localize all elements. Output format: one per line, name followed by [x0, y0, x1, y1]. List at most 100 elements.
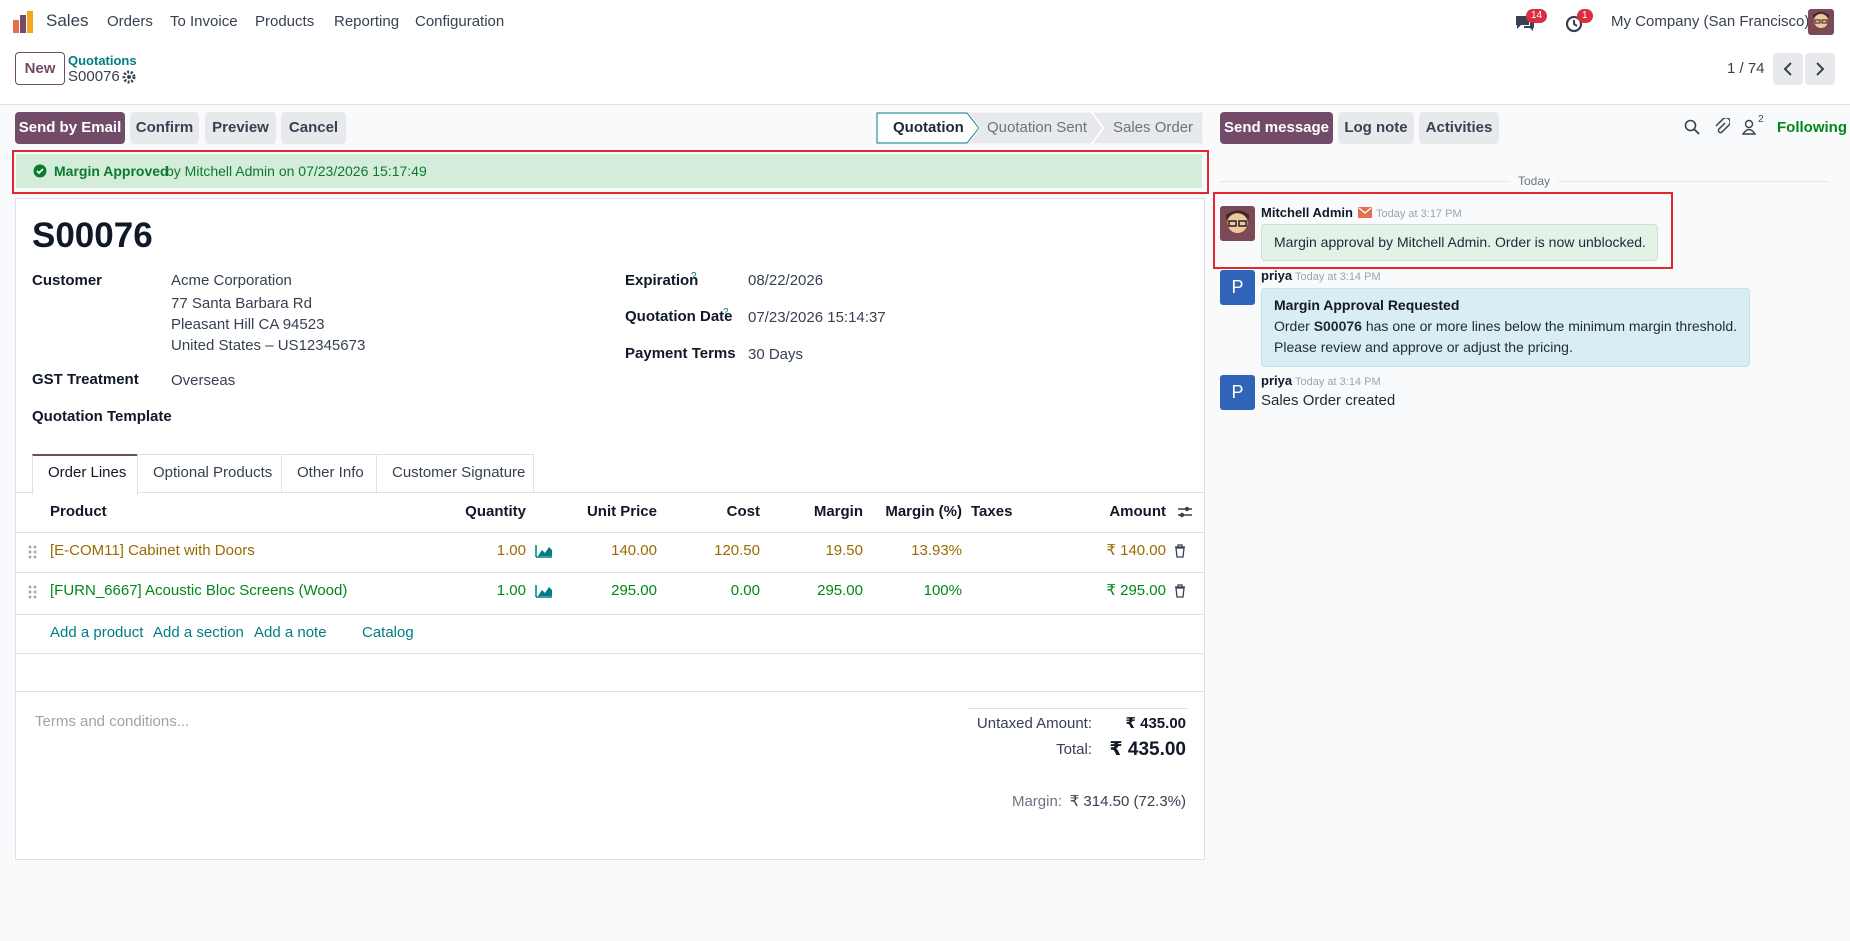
field-value[interactable]: 08/22/2026	[748, 272, 824, 289]
message-body: Margin approval by Mitchell Admin. Order…	[1274, 234, 1646, 250]
column-header[interactable]: Quantity	[465, 503, 526, 520]
margin-percent-cell: 100%	[923, 582, 962, 599]
field-value[interactable]: 07/23/2026 15:14:37	[748, 309, 886, 326]
drag-handle[interactable]	[28, 585, 38, 599]
terms-placeholder[interactable]: Terms and conditions...	[35, 713, 190, 730]
check-icon	[33, 164, 47, 178]
menu[interactable]: Reporting	[334, 13, 400, 30]
quantity-cell[interactable]: 1.00	[496, 582, 526, 599]
drag-handle[interactable]	[28, 545, 38, 559]
add-section-link[interactable]: Add a section	[153, 624, 244, 641]
menu[interactable]: Orders	[107, 13, 153, 30]
column-header[interactable]: Cost	[726, 503, 760, 520]
followers-icon[interactable]	[1742, 119, 1756, 135]
preview-button[interactable]: Preview	[205, 112, 276, 144]
message-text: Order	[1274, 318, 1314, 334]
send-message-button[interactable]: Send message	[1220, 112, 1333, 144]
tab-label[interactable]: Customer Signature	[392, 464, 526, 481]
attachment-icon[interactable]	[1714, 118, 1730, 136]
unit-price-cell[interactable]: 295.00	[611, 582, 657, 599]
field-value[interactable]: 30 Days	[748, 346, 804, 363]
add-product-link[interactable]: Add a product	[50, 624, 144, 641]
app-name[interactable]: Sales	[46, 11, 89, 30]
message-time: Today at 3:14 PM	[1295, 376, 1381, 388]
tab-label[interactable]: Other Info	[297, 464, 364, 481]
pager-next[interactable]	[1805, 53, 1835, 85]
product-cell[interactable]: [FURN_6667] Acoustic Bloc Screens (Wood)	[50, 582, 348, 599]
message-bubble	[1261, 224, 1658, 261]
column-header[interactable]: Amount	[1109, 503, 1166, 520]
column-header[interactable]: Unit Price	[586, 503, 657, 520]
tab[interactable]	[281, 454, 377, 493]
user-avatar[interactable]	[1808, 9, 1834, 35]
menu[interactable]: To Invoice	[170, 13, 238, 30]
tab-active[interactable]	[32, 454, 138, 495]
margin-cell: 19.50	[825, 542, 863, 559]
log-note-button[interactable]: Log note	[1338, 112, 1414, 144]
activities-icon[interactable]	[1565, 13, 1585, 33]
quantity-cell[interactable]: 1.00	[496, 542, 526, 559]
message-author[interactable]: priya	[1261, 268, 1293, 283]
untaxed-amount: ₹ 435.00	[1125, 715, 1186, 732]
field-label: Payment Terms	[625, 345, 736, 362]
unit-price-cell[interactable]: 140.00	[611, 542, 657, 559]
delete-line[interactable]	[1174, 584, 1186, 598]
column-header[interactable]: Margin (%)	[885, 503, 962, 520]
pager[interactable]: 1 / 74	[1727, 60, 1765, 77]
search-icon[interactable]	[1684, 119, 1700, 135]
new-button[interactable]: New	[15, 52, 65, 85]
status-step[interactable]: Sales Order	[1113, 119, 1194, 136]
pager-previous[interactable]	[1773, 53, 1803, 85]
message-author[interactable]: priya	[1261, 373, 1293, 388]
column-header[interactable]: Product	[50, 503, 107, 520]
message-author[interactable]: Mitchell Admin	[1261, 205, 1353, 220]
forecast-icon[interactable]	[535, 544, 553, 558]
author-avatar[interactable]	[1220, 206, 1255, 241]
author-avatar[interactable]: P	[1220, 270, 1255, 305]
optional-columns[interactable]	[1177, 505, 1193, 519]
confirm-button[interactable]: Confirm	[130, 112, 199, 144]
margin-cell: 295.00	[817, 582, 863, 599]
tab-label[interactable]: Optional Products	[153, 464, 273, 481]
app-logo[interactable]	[13, 11, 37, 33]
margin-label: Margin:	[1011, 793, 1062, 810]
field-label: Quotation Date	[625, 308, 733, 325]
settings-gear[interactable]	[122, 70, 136, 84]
tab[interactable]	[137, 454, 282, 493]
tab-border	[16, 492, 1203, 493]
date-label: Today	[1510, 172, 1559, 190]
status-step[interactable]: Quotation Sent	[987, 119, 1088, 136]
column-header[interactable]: Taxes	[971, 503, 1013, 520]
form-sheet	[15, 198, 1205, 860]
margin-percent-cell: 13.93%	[911, 542, 962, 559]
customer-name[interactable]: Acme Corporation	[171, 272, 292, 289]
cancel-button[interactable]: Cancel	[281, 112, 346, 144]
status-step[interactable]: Quotation	[893, 119, 964, 136]
company-switcher[interactable]: My Company (San Francisco)	[1611, 13, 1810, 30]
following-button[interactable]: Following	[1777, 119, 1847, 136]
forecast-icon[interactable]	[535, 584, 553, 598]
tab-label[interactable]: Order Lines	[48, 464, 127, 481]
author-avatar[interactable]: P	[1220, 375, 1255, 410]
message-title: Margin Approval Requested	[1274, 297, 1460, 313]
product-cell[interactable]: [E-COM11] Cabinet with Doors	[50, 542, 255, 559]
tab[interactable]	[376, 454, 534, 493]
help-tooltip[interactable]: ?	[691, 271, 697, 282]
breadcrumb[interactable]: Quotations	[68, 53, 137, 68]
total-amount: ₹ 435.00	[1109, 739, 1186, 760]
messages-badge: 14	[1526, 9, 1548, 23]
row-border	[16, 653, 1203, 654]
add-note-link[interactable]: Add a note	[254, 624, 327, 641]
cost-cell: 120.50	[714, 542, 760, 559]
send-by-email-button[interactable]: Send by Email	[15, 112, 125, 144]
catalog-link[interactable]: Catalog	[362, 624, 414, 641]
column-header[interactable]: Margin	[813, 503, 863, 520]
help-tooltip[interactable]: ?	[723, 307, 729, 318]
menu[interactable]: Configuration	[415, 13, 505, 30]
activities-button[interactable]: Activities	[1419, 112, 1499, 144]
menu[interactable]: Products	[255, 13, 315, 30]
field-value[interactable]: Overseas	[171, 372, 236, 389]
delete-line[interactable]	[1174, 544, 1186, 558]
total-label: Untaxed Amount:	[976, 715, 1092, 732]
